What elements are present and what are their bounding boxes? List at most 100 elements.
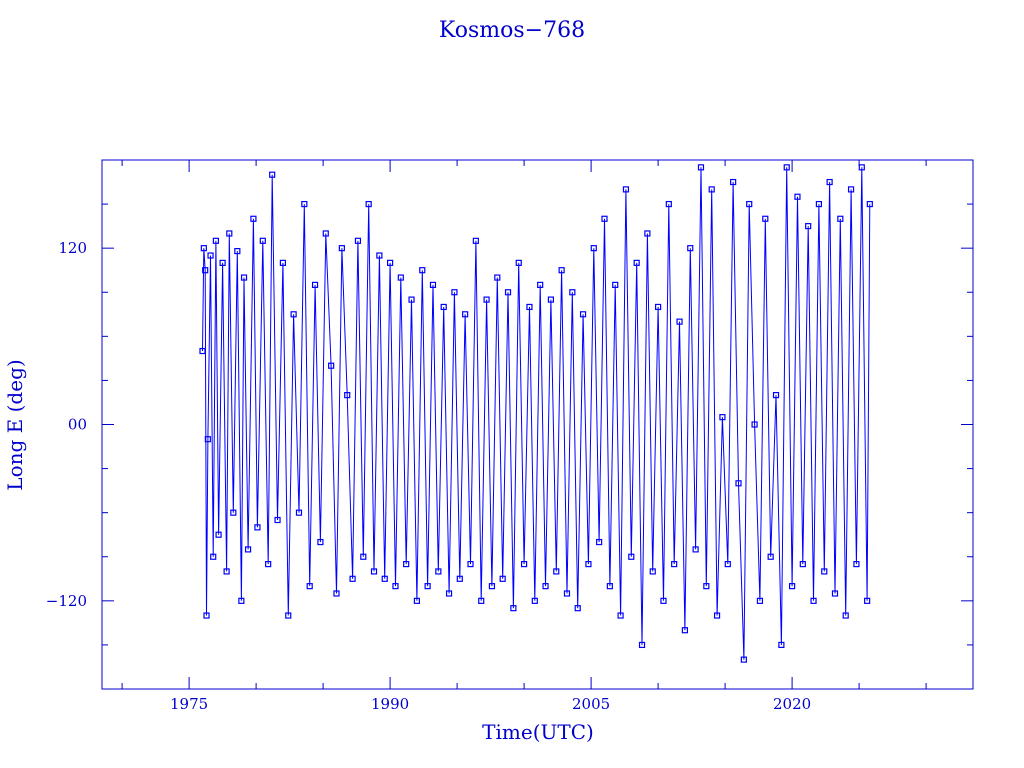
data-point <box>462 311 469 318</box>
data-point <box>864 597 871 604</box>
data-point <box>671 560 678 568</box>
data-point <box>488 583 496 590</box>
data-point <box>531 597 538 604</box>
data-point <box>333 590 340 597</box>
data-point <box>649 568 656 575</box>
data-point <box>311 281 319 289</box>
data-point <box>365 200 372 208</box>
data-point <box>794 193 801 200</box>
data-point <box>285 612 292 619</box>
data-point <box>703 583 710 590</box>
data-point <box>767 553 774 560</box>
y-tick-label: 00 <box>68 416 87 434</box>
data-point <box>265 560 272 568</box>
data-point <box>821 568 828 575</box>
data-point <box>370 568 378 575</box>
data-point <box>397 274 404 281</box>
data-point <box>601 215 608 222</box>
data-point <box>445 590 453 597</box>
data-point <box>713 612 721 619</box>
data-point <box>279 259 286 266</box>
data-point <box>456 575 463 582</box>
data-point <box>210 553 217 560</box>
data-point <box>606 583 613 590</box>
data-point <box>230 509 237 516</box>
data-point <box>633 259 640 266</box>
data-point <box>200 245 207 252</box>
data-point <box>842 612 849 619</box>
data-point <box>815 200 823 208</box>
data-point <box>424 583 431 590</box>
data-point <box>579 311 587 318</box>
data-point <box>392 583 399 590</box>
data-point <box>219 259 226 266</box>
data-point <box>853 560 860 568</box>
data-point <box>203 612 210 619</box>
data-point <box>207 252 214 259</box>
data-point <box>772 392 780 399</box>
data-point <box>847 186 855 193</box>
data-point <box>202 267 209 274</box>
data-point <box>810 597 817 604</box>
x-axis: 1975 1990 2005 2020 <box>121 160 927 713</box>
data-point <box>526 303 533 311</box>
data-point <box>290 311 297 318</box>
data-point <box>692 546 699 553</box>
series-line <box>202 167 871 660</box>
data-point <box>574 605 581 612</box>
data-point <box>269 171 276 178</box>
data-point <box>622 186 630 193</box>
data-point <box>788 583 796 590</box>
data-point <box>301 200 308 208</box>
data-point <box>730 178 737 186</box>
data-point <box>740 656 747 663</box>
data-point <box>349 575 356 582</box>
data-point <box>596 538 603 546</box>
data-point <box>494 274 501 281</box>
data-point <box>751 421 758 428</box>
data-layer <box>199 164 873 663</box>
data-point <box>537 281 544 289</box>
data-point <box>590 245 597 252</box>
data-point <box>638 641 646 649</box>
data-point <box>805 223 812 230</box>
data-point <box>676 318 683 325</box>
data-point <box>387 259 394 266</box>
y-tick-label: 120 <box>58 239 87 257</box>
data-point <box>510 605 517 612</box>
data-point <box>778 641 785 649</box>
x-axis-title: Time(UTC) <box>482 720 594 744</box>
data-point <box>440 303 447 311</box>
data-point <box>338 245 345 252</box>
data-point <box>746 200 753 208</box>
data-point <box>724 560 731 568</box>
data-point <box>354 237 362 244</box>
data-point <box>274 516 281 524</box>
data-point <box>831 590 839 597</box>
y-axis-title: Long E (deg) <box>3 359 27 490</box>
data-point <box>628 553 635 560</box>
data-point <box>644 230 651 237</box>
data-point <box>478 597 485 604</box>
x-tick-label: 1990 <box>371 695 409 713</box>
data-point <box>558 267 565 274</box>
data-point <box>322 230 329 237</box>
data-point <box>403 560 410 568</box>
data-point <box>295 509 303 516</box>
data-point <box>569 289 576 296</box>
chart-title: Kosmos−768 <box>439 18 585 43</box>
data-point <box>504 289 512 296</box>
data-point <box>837 215 844 222</box>
data-point <box>499 575 506 582</box>
data-point <box>254 524 261 531</box>
data-point <box>483 296 490 303</box>
data-point <box>250 215 257 222</box>
data-point <box>617 612 624 619</box>
data-point <box>687 245 694 252</box>
data-point <box>697 164 705 171</box>
data-point <box>419 267 426 274</box>
data-point <box>244 546 252 553</box>
x-tick-label: 2005 <box>572 695 610 713</box>
data-point <box>520 560 528 568</box>
